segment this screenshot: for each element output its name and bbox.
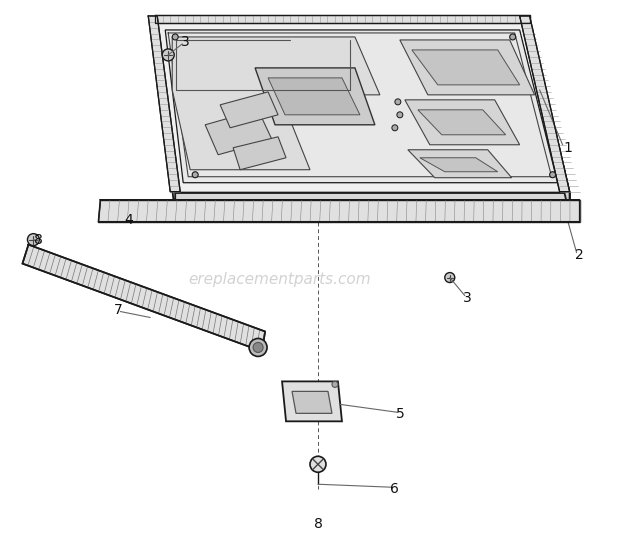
Circle shape: [27, 233, 40, 246]
Text: 5: 5: [396, 407, 404, 422]
Polygon shape: [408, 150, 512, 177]
Circle shape: [445, 272, 455, 282]
Circle shape: [392, 125, 398, 131]
Text: 6: 6: [391, 482, 399, 496]
Polygon shape: [418, 110, 506, 135]
Polygon shape: [529, 23, 570, 215]
Text: 8: 8: [34, 232, 43, 247]
Polygon shape: [268, 78, 360, 115]
Circle shape: [510, 34, 516, 40]
Circle shape: [253, 343, 263, 352]
Circle shape: [395, 99, 401, 105]
Polygon shape: [148, 16, 180, 192]
Polygon shape: [99, 200, 580, 222]
Polygon shape: [165, 30, 557, 183]
Circle shape: [172, 34, 178, 40]
Polygon shape: [400, 40, 534, 95]
Text: 3: 3: [181, 35, 190, 49]
Text: 3: 3: [463, 290, 472, 304]
Polygon shape: [233, 137, 286, 169]
Polygon shape: [255, 68, 375, 125]
Polygon shape: [412, 50, 520, 85]
Polygon shape: [175, 193, 570, 215]
Circle shape: [549, 172, 556, 177]
Text: 8: 8: [314, 517, 322, 531]
Text: 2: 2: [575, 248, 584, 262]
Text: 4: 4: [124, 213, 133, 227]
Circle shape: [192, 172, 198, 177]
Text: ereplacementparts.com: ereplacementparts.com: [188, 272, 371, 287]
Polygon shape: [155, 15, 529, 23]
Circle shape: [332, 382, 338, 387]
Polygon shape: [22, 245, 265, 351]
Circle shape: [310, 456, 326, 472]
Circle shape: [249, 338, 267, 357]
Polygon shape: [205, 110, 272, 155]
Polygon shape: [282, 382, 342, 421]
Circle shape: [397, 112, 403, 118]
Polygon shape: [155, 23, 570, 193]
Text: 1: 1: [563, 141, 572, 155]
Polygon shape: [292, 391, 332, 414]
Text: 7: 7: [114, 303, 123, 317]
Polygon shape: [220, 92, 278, 128]
Polygon shape: [420, 158, 498, 172]
Polygon shape: [172, 37, 380, 169]
Polygon shape: [155, 23, 175, 215]
Circle shape: [162, 49, 174, 61]
Polygon shape: [405, 100, 520, 145]
Polygon shape: [520, 16, 570, 192]
